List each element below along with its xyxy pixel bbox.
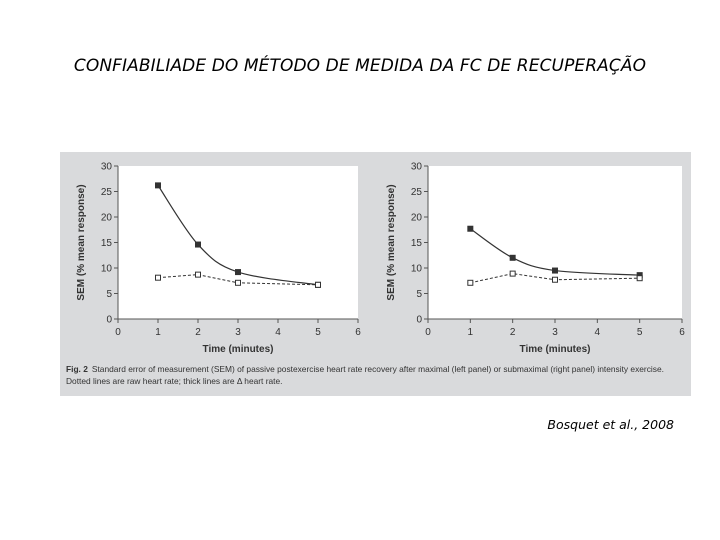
x-tick-label: 6 xyxy=(679,327,685,338)
y-tick-label: 5 xyxy=(106,289,112,300)
raw-hr-point xyxy=(467,279,474,286)
x-tick-label: 0 xyxy=(115,327,121,338)
y-axis-label: SEM (% mean response) xyxy=(76,184,87,300)
x-axis-label: Time (minutes) xyxy=(520,344,591,355)
delta-hr-point xyxy=(552,267,558,274)
x-tick-label: 4 xyxy=(595,327,601,338)
delta-hr-point xyxy=(155,182,161,189)
figure-panel: 0 5 10 15 20 25 30 0 1 2 3 4 5 6 Time (minutes) SEM (% … xyxy=(60,152,691,396)
raw-hr-line xyxy=(470,273,640,284)
y-axis-label: SEM (% mean response) xyxy=(386,184,397,300)
plot-area xyxy=(428,166,682,319)
y-tick-label: 10 xyxy=(411,264,423,275)
raw-hr-point xyxy=(235,279,241,286)
x-axis-label: Time (minutes) xyxy=(203,344,274,355)
raw-hr-point xyxy=(509,270,516,277)
delta-hr-point xyxy=(467,225,474,232)
x-tick-label: 5 xyxy=(315,327,321,338)
y-tick-label: 25 xyxy=(101,187,113,198)
y-tick-label: 15 xyxy=(101,238,113,249)
y-tick-label: 20 xyxy=(101,213,113,224)
delta-hr-point xyxy=(195,241,201,248)
x-tick-label: 1 xyxy=(155,327,161,338)
x-tick-label: 2 xyxy=(195,327,201,338)
figure-caption-text: Standard error of measurement (SEM) of p… xyxy=(66,364,664,386)
delta-hr-line xyxy=(157,185,319,286)
x-tick-label: 6 xyxy=(355,327,361,338)
raw-hr-point xyxy=(315,281,321,288)
figure-caption: Fig. 2 Standard error of measurement (SEM… xyxy=(66,363,688,387)
raw-hr-line xyxy=(157,274,319,286)
x-tick-label: 3 xyxy=(235,327,241,338)
x-tick-label: 0 xyxy=(425,327,431,338)
slide-title: CONFIABILIADE DO MÉTODO DE MEDIDA DA FC … xyxy=(73,56,647,76)
figure-label: Fig. 2 xyxy=(66,364,88,374)
delta-hr-point xyxy=(509,254,516,261)
y-tick-label: 0 xyxy=(416,315,422,326)
y-tick-label: 25 xyxy=(411,187,423,198)
y-tick-label: 10 xyxy=(101,264,113,275)
raw-hr-point xyxy=(552,276,558,283)
left-panel-chart: 0 5 10 15 20 25 30 0 1 2 3 4 5 6 Time (minutes) SEM (% … xyxy=(76,162,361,356)
y-tick-label: 20 xyxy=(411,213,423,224)
x-tick-label: 4 xyxy=(275,327,281,338)
x-tick-label: 3 xyxy=(552,327,558,338)
raw-hr-point xyxy=(155,274,161,281)
plot-area xyxy=(118,166,358,319)
x-tick-label: 2 xyxy=(510,327,516,338)
x-tick-label: 5 xyxy=(637,327,643,338)
raw-hr-point xyxy=(636,275,643,282)
y-tick-label: 15 xyxy=(411,238,423,249)
delta-hr-line xyxy=(469,228,640,276)
y-tick-label: 30 xyxy=(411,162,423,173)
y-tick-label: 5 xyxy=(416,289,422,300)
y-tick-label: 30 xyxy=(101,162,113,173)
y-tick-label: 0 xyxy=(106,315,112,326)
citation: Bosquet et al., 2008 xyxy=(547,417,674,432)
x-tick-label: 1 xyxy=(468,327,474,338)
delta-hr-point xyxy=(235,269,241,276)
raw-hr-point xyxy=(195,271,201,278)
right-panel-chart: 0 5 10 15 20 25 30 0 1 2 3 4 5 6 Time (minutes) SEM (% … xyxy=(386,162,685,356)
